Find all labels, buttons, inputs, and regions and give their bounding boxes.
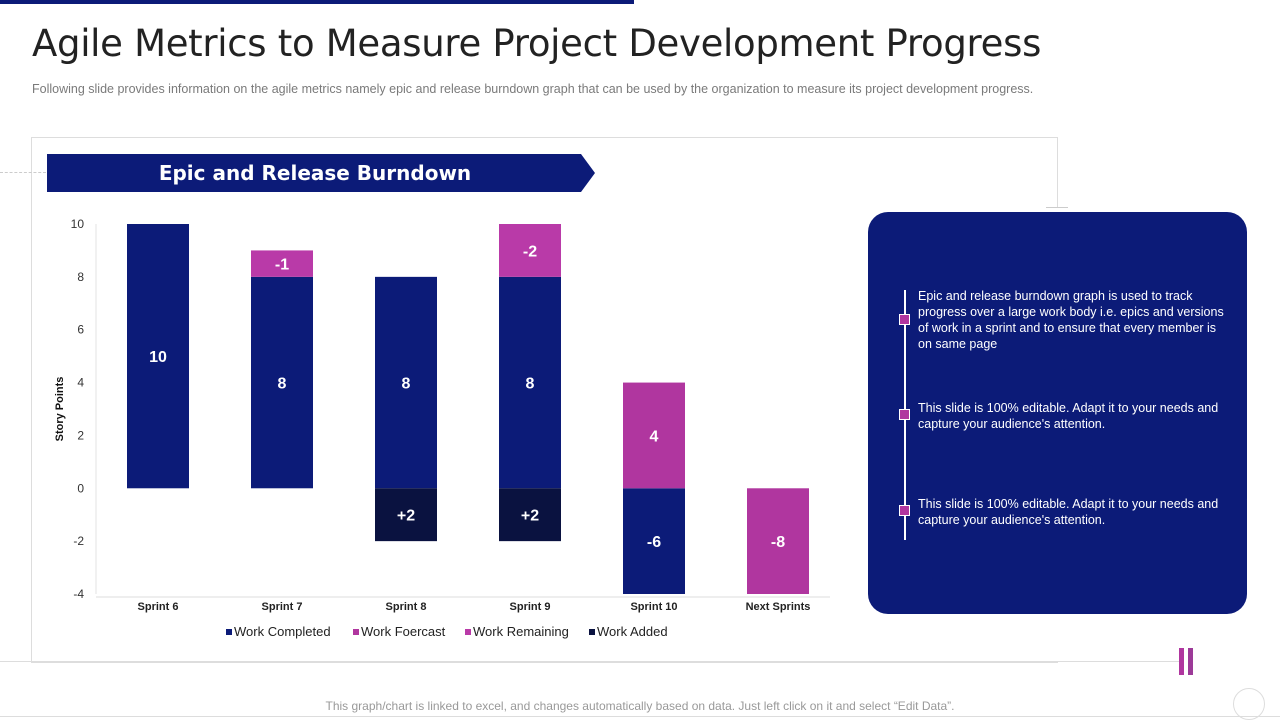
info-item: This slide is 100% editable. Adapt it to… (918, 497, 1219, 527)
legend-swatch (226, 629, 232, 635)
y-tick-label: -2 (73, 534, 84, 548)
y-tick-label: 10 (71, 217, 85, 231)
frame-divider (1057, 137, 1058, 207)
bar-work-forecast (623, 382, 685, 489)
timeline-marker (899, 505, 910, 516)
bar-work-completed-label: 10 (149, 349, 167, 366)
top-accent-bar (0, 0, 634, 4)
y-tick-label: 2 (77, 428, 84, 442)
chart-frame (31, 137, 1058, 663)
bar-work-remaining (499, 224, 561, 277)
bar-work-forecast-label: -8 (771, 534, 785, 551)
legend-label: Work Foercast (361, 624, 446, 639)
x-tick-label: Sprint 8 (386, 601, 427, 613)
legend-swatch (589, 629, 595, 635)
bar-work-completed (375, 276, 437, 489)
bar-work-added-label: +2 (397, 508, 415, 525)
bar-work-completed-label: 8 (278, 376, 287, 393)
chart-banner: Epic and Release Burndown (47, 154, 595, 192)
legend-label: Work Completed (234, 624, 331, 639)
bar-work-completed (623, 488, 685, 594)
legend-label: Work Remaining (473, 624, 569, 639)
bar-work-completed-label: -6 (647, 534, 661, 551)
divider (0, 716, 1280, 717)
footer-note: This graph/chart is linked to excel, and… (325, 699, 955, 713)
bar-work-added-label: +2 (521, 508, 539, 525)
bar-work-completed (127, 224, 189, 489)
y-tick-label: -4 (73, 587, 84, 601)
divider (0, 661, 1179, 662)
x-tick-label: Sprint 6 (138, 601, 179, 613)
page-subtitle: Following slide provides information on … (32, 82, 1034, 96)
bar-work-forecast-label: 4 (650, 428, 659, 445)
page-title: Agile Metrics to Measure Project Develop… (32, 22, 1042, 65)
legend-swatch (353, 629, 359, 635)
bar-work-completed-label: 8 (402, 376, 411, 393)
timeline-marker (899, 409, 910, 420)
refresh-icon (1233, 688, 1265, 720)
bar-work-added (499, 488, 561, 542)
y-tick-label: 8 (77, 270, 84, 284)
y-tick-label: 6 (77, 323, 84, 337)
bar-work-added (375, 488, 437, 542)
y-tick-label: 4 (77, 376, 84, 390)
info-item: Epic and release burndown graph is used … (918, 289, 1224, 351)
x-tick-label: Sprint 10 (630, 601, 677, 613)
bar-work-completed (251, 276, 313, 489)
bar-work-forecast (747, 488, 809, 594)
dashed-guide (0, 172, 46, 173)
burndown-chart: 10 8 6 4 2 0 -2 -4 Story Points 10 Sprint 6 8 -1 Spri… (54, 217, 830, 639)
bar-work-remaining-label: -1 (275, 257, 289, 274)
x-tick-label: Sprint 9 (510, 601, 551, 613)
info-panel: Epic and release burndown graph is used … (868, 212, 1247, 614)
x-tick-label: Next Sprints (746, 601, 811, 613)
legend-swatch (465, 629, 471, 635)
y-tick-label: 0 (77, 481, 84, 495)
bar-work-completed (499, 276, 561, 489)
timeline-marker (899, 314, 910, 325)
banner-title: Epic and Release Burndown (158, 161, 472, 185)
frame-divider (1046, 207, 1068, 208)
bar-work-completed-label: 8 (526, 376, 535, 393)
info-item: This slide is 100% editable. Adapt it to… (918, 401, 1219, 431)
legend-label: Work Added (597, 624, 668, 639)
pause-icon (1179, 648, 1184, 675)
bar-work-remaining (251, 250, 313, 277)
y-axis-label: Story Points (54, 377, 66, 442)
x-tick-label: Sprint 7 (262, 601, 303, 613)
bar-work-remaining-label: -2 (523, 243, 537, 260)
